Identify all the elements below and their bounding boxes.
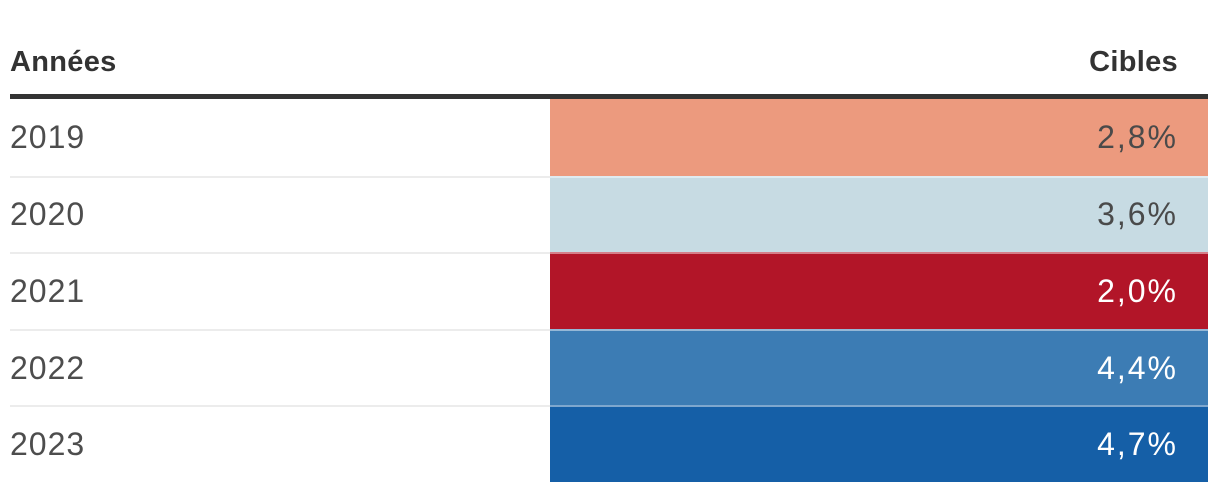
year-cell: 2022 — [10, 328, 550, 406]
table-row: 2023 4,7% — [0, 405, 1220, 482]
year-cell: 2023 — [10, 405, 550, 482]
table-row: 2022 4,4% — [0, 328, 1220, 406]
target-value-cell: 3,6% — [550, 175, 1208, 253]
target-value-cell: 2,0% — [550, 252, 1208, 329]
year-cell: 2019 — [10, 118, 86, 155]
year-cell: 2020 — [10, 175, 550, 253]
target-value-cell: 4,7% — [550, 405, 1208, 482]
target-value-cell: 4,4% — [550, 328, 1208, 406]
table-row: 2020 3,6% — [0, 175, 1220, 253]
year-cell: 2021 — [10, 252, 550, 329]
target-value-cell: 2,8% — [550, 99, 1208, 176]
table-row: 2019 2,8% — [0, 99, 1220, 176]
column-header-targets: Cibles — [1089, 46, 1178, 78]
table-row: 2021 2,0% — [0, 252, 1220, 329]
column-header-years: Années — [10, 46, 117, 78]
table-header: Années Cibles — [10, 0, 1208, 99]
